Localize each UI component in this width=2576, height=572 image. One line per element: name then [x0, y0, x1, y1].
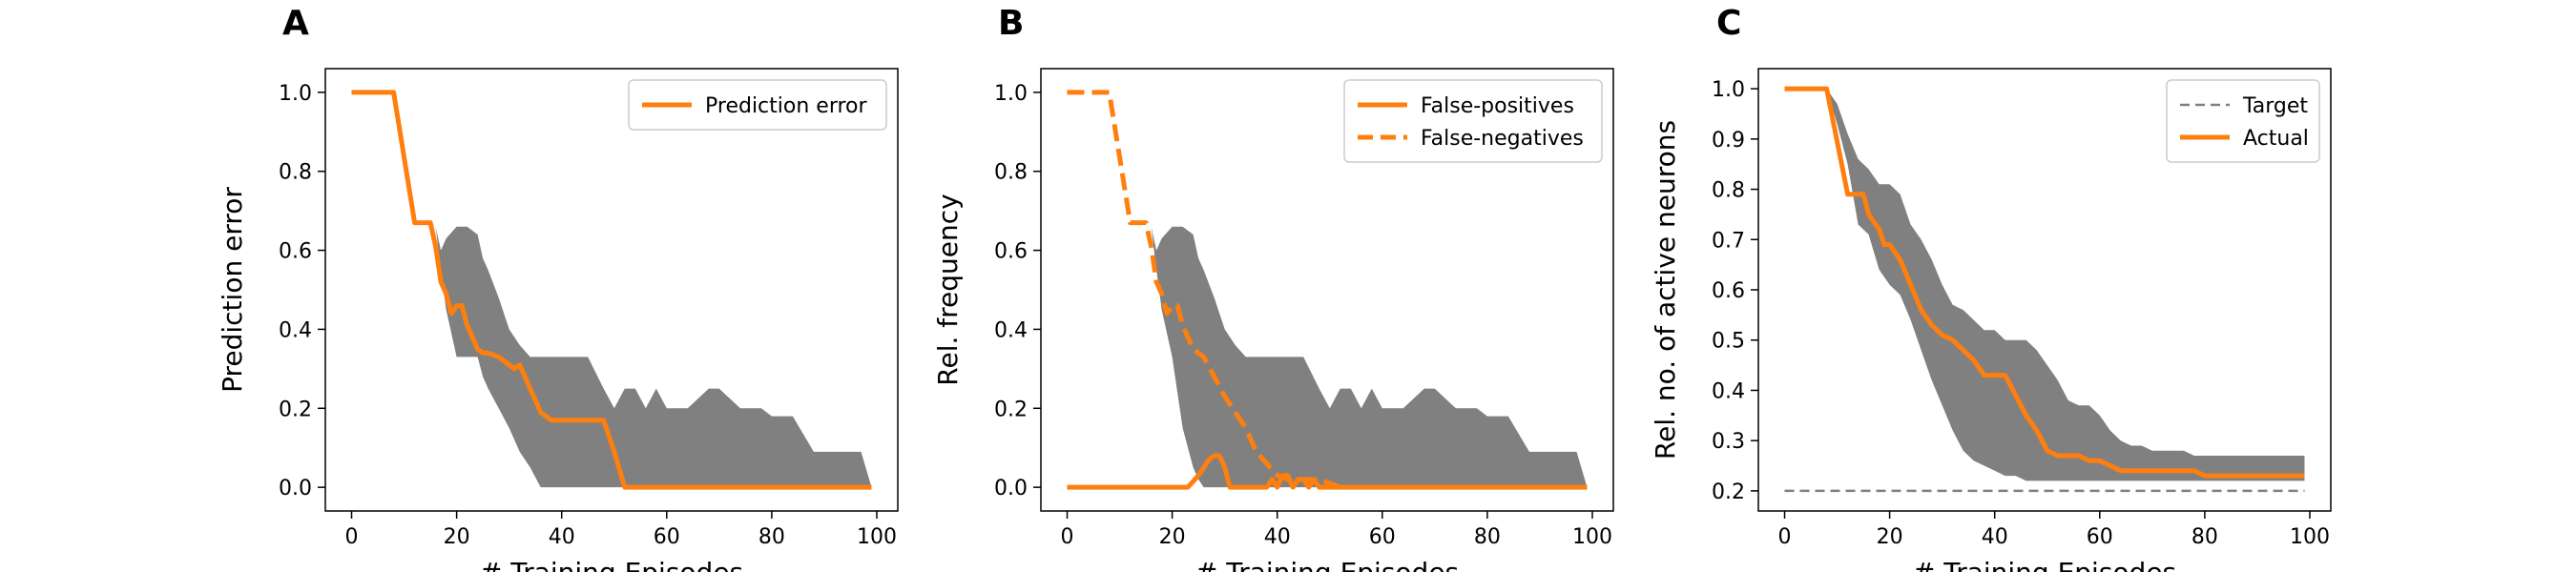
x-tick-label: 100 [2290, 525, 2330, 549]
y-tick-label: 0.3 [1712, 430, 1745, 454]
y-tick-label: 0.6 [1712, 279, 1745, 303]
axes-frame [324, 68, 899, 512]
y-axis-label: Rel. no. of active neurons [1650, 120, 1681, 460]
y-tick-label: 0.8 [994, 161, 1028, 185]
legend-box [628, 79, 887, 131]
legend: Prediction error [628, 79, 887, 131]
x-tick-label: 80 [758, 525, 785, 549]
variability-band [1151, 226, 1588, 488]
y-axis-label: Prediction error [217, 187, 248, 393]
x-tick-label: 60 [654, 525, 680, 549]
y-tick-label: 0.2 [994, 398, 1028, 421]
x-tick-label: 80 [2192, 525, 2218, 549]
y-tick-label: 0.4 [994, 318, 1028, 342]
x-tick-label: 0 [1778, 525, 1792, 549]
y-tick-label: 0.9 [1712, 129, 1745, 153]
legend-box [1343, 79, 1603, 163]
series-line-1 [1067, 90, 1341, 490]
series-line-0 [351, 90, 872, 490]
axes-frame [1040, 68, 1614, 512]
legend: False-positives False-negatives [1343, 79, 1603, 163]
y-axis-label: Rel. frequency [932, 194, 964, 385]
variability-band [435, 226, 872, 488]
y-tick-label: 0.5 [1712, 330, 1745, 354]
x-tick-label: 0 [1061, 525, 1074, 549]
y-tick-label: 1.0 [994, 82, 1028, 106]
x-axis-label: # Training Episodes [480, 557, 743, 572]
y-tick-label: 0.4 [1712, 379, 1745, 403]
x-tick-label: 0 [345, 525, 359, 549]
y-tick-label: 1.0 [279, 82, 312, 106]
y-tick-label: 0.0 [994, 477, 1028, 500]
legend-label: Target [2242, 94, 2308, 118]
y-tick-label: 0.2 [279, 398, 312, 421]
legend-label: Prediction error [705, 94, 867, 118]
x-axis-label: # Training Episodes [1195, 557, 1459, 572]
y-tick-label: 0.4 [279, 318, 312, 342]
legend-label: False-positives [1421, 94, 1574, 118]
x-tick-label: 20 [1159, 525, 1186, 549]
panel-letter-b: B [998, 4, 1024, 43]
x-tick-label: 60 [1369, 525, 1396, 549]
legend-box [2166, 79, 2320, 163]
y-tick-label: 0.6 [279, 240, 312, 264]
panel-b: B 0 20 40 60 80 100 0.0 0.2 0.4 0.6 0.8 1.0 # Traini… [932, 4, 1614, 572]
y-tick-label: 0.8 [1712, 179, 1745, 203]
x-tick-label: 100 [857, 525, 897, 549]
y-tick-label: 0.7 [1712, 229, 1745, 253]
panel-a: A 0 20 40 60 80 100 0.0 0.2 0.4 0.6 0.8 1.0 # Traini… [217, 4, 899, 572]
y-tick-label: 0.2 [1712, 480, 1745, 504]
y-tick-label: 0.0 [279, 477, 312, 500]
legend-label: Actual [2243, 127, 2309, 151]
x-tick-label: 20 [1877, 525, 1903, 549]
x-axis-label: # Training Episodes [1913, 557, 2176, 572]
x-tick-label: 100 [1572, 525, 1612, 549]
panel-c: C 0 20 40 60 80 100 0.2 0.3 0.4 0.5 0.6 0.7 0.8 0.9 1.… [1650, 4, 2332, 572]
legend-label: False-negatives [1421, 127, 1584, 151]
x-tick-label: 20 [444, 525, 470, 549]
panel-letter-c: C [1716, 4, 1741, 43]
x-tick-label: 40 [549, 525, 575, 549]
panel-letter-a: A [282, 4, 309, 43]
legend: Target Actual [2166, 79, 2320, 163]
x-tick-label: 40 [1264, 525, 1291, 549]
x-tick-label: 80 [1474, 525, 1501, 549]
y-tick-label: 0.8 [279, 161, 312, 185]
variability-band [1826, 89, 2305, 481]
x-tick-label: 40 [1982, 525, 2008, 549]
x-tick-label: 60 [2087, 525, 2113, 549]
series-line-1 [1784, 86, 2305, 479]
y-tick-label: 1.0 [1712, 78, 1745, 102]
y-tick-label: 0.6 [994, 240, 1028, 264]
